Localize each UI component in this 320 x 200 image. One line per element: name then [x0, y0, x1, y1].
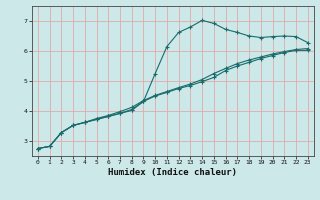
X-axis label: Humidex (Indice chaleur): Humidex (Indice chaleur) — [108, 168, 237, 177]
